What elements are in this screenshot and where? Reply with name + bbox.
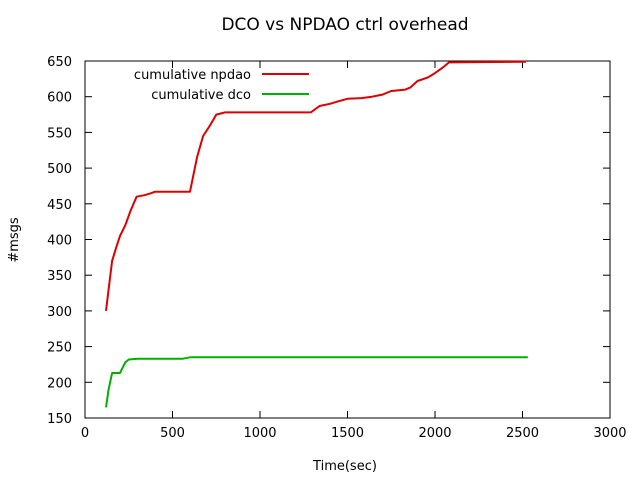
x-tick-label: 1500 bbox=[331, 426, 364, 441]
y-tick-label: 300 bbox=[47, 305, 72, 320]
legend: cumulative npdao cumulative dco bbox=[134, 68, 309, 103]
x-tick-label: 2000 bbox=[418, 426, 451, 441]
y-tick-label: 550 bbox=[47, 126, 72, 141]
y-tick-label: 150 bbox=[47, 412, 72, 427]
chart-title: DCO vs NPDAO ctrl overhead bbox=[221, 15, 468, 35]
series-line-cumulative-dco bbox=[105, 356, 528, 408]
legend-label-cumulative-npdao: cumulative npdao bbox=[134, 68, 251, 83]
x-tick-label: 500 bbox=[160, 426, 185, 441]
x-tick-label: 0 bbox=[81, 426, 89, 441]
y-tick-label: 250 bbox=[47, 341, 72, 356]
y-tick-label: 600 bbox=[47, 91, 72, 106]
series-layer bbox=[105, 60, 528, 408]
y-tick-label: 350 bbox=[47, 269, 72, 284]
series-line-cumulative-npdao bbox=[105, 60, 527, 312]
y-tick-label: 500 bbox=[47, 162, 72, 177]
x-tick-label: 3000 bbox=[593, 426, 626, 441]
x-tick-label: 2500 bbox=[506, 426, 539, 441]
axis-ticks: 0 500 1000 1500 2000 2500 3000 150 200 250 300 350 4… bbox=[47, 55, 626, 441]
legend-label-cumulative-dco: cumulative dco bbox=[151, 88, 251, 103]
y-tick-label: 450 bbox=[47, 198, 72, 213]
x-tick-label: 1000 bbox=[243, 426, 276, 441]
y-tick-label: 650 bbox=[47, 55, 72, 70]
y-tick-label: 200 bbox=[47, 376, 72, 391]
plot-border bbox=[84, 60, 611, 419]
y-tick-label: 400 bbox=[47, 234, 72, 249]
x-axis-label: Time(sec) bbox=[312, 459, 377, 474]
y-axis-label: #msgs bbox=[7, 217, 22, 263]
plot-area bbox=[84, 60, 611, 419]
